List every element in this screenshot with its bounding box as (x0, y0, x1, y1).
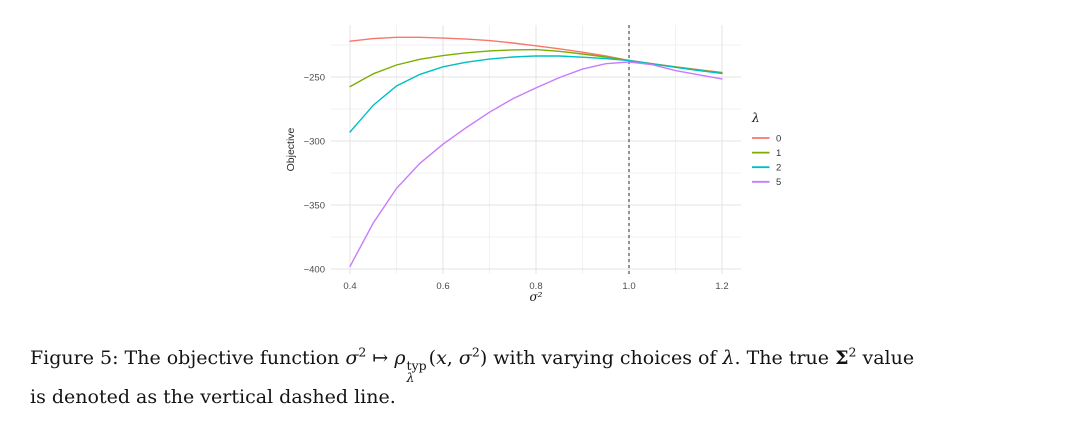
legend-entry-label: 2 (776, 163, 781, 174)
curve-lambda-5 (349, 61, 723, 268)
caption-run: x (436, 347, 447, 369)
caption-run: , (446, 347, 459, 369)
caption-run: typ λ (406, 358, 427, 385)
series-curves (349, 36, 723, 268)
y-tick-label: −300 (304, 136, 325, 147)
y-tick-label: −250 (304, 72, 325, 83)
caption-run: σ (345, 347, 359, 369)
x-tick-label: 1.2 (715, 281, 728, 292)
x-axis-title: σ² (529, 290, 542, 304)
caption-run: ρ (394, 347, 406, 369)
x-tick-label: 0.8 (529, 281, 542, 292)
caption-run: Σ (835, 347, 849, 369)
caption-run: Figure 5: The objective function (30, 347, 346, 369)
caption-run: ) with varying choices of (479, 347, 723, 369)
x-tick-label: 0.4 (343, 281, 356, 292)
gridlines-major (331, 25, 741, 274)
x-tick-label: 0.6 (436, 281, 449, 292)
caption-run: value (856, 347, 915, 369)
legend-title: λ (751, 111, 760, 125)
objective-chart: 0.4 0.6 0.8 1.0 1.2 −250 −300 −350 −400 Objecti… (285, 25, 781, 304)
legend-entry-label: 5 (776, 177, 781, 188)
caption-run: 2 (358, 344, 367, 360)
x-tick-label: 1.0 (622, 281, 635, 292)
curve-lambda-2 (349, 55, 723, 133)
y-axis-title: Objective (285, 127, 297, 171)
x-axis-tick-labels: 0.4 0.6 0.8 1.0 1.2 (343, 281, 728, 292)
caption-run: ( (428, 347, 437, 369)
y-tick-label: −400 (304, 264, 325, 275)
legend: λ 0 1 2 5 (751, 111, 781, 188)
caption-run: ↦ (366, 347, 395, 369)
caption-run: is denoted as the vertical dashed line. (30, 385, 396, 408)
y-tick-label: −350 (304, 200, 325, 211)
caption-run: . The true (734, 347, 836, 369)
legend-entry-label: 0 (776, 133, 781, 144)
y-axis-tick-labels: −250 −300 −350 −400 (304, 72, 325, 275)
caption-run: 2 (471, 344, 480, 360)
caption-run: 2 (848, 344, 857, 360)
legend-entry-label: 1 (776, 148, 781, 159)
caption-run: λ (722, 347, 735, 369)
caption-run: σ (458, 347, 472, 369)
